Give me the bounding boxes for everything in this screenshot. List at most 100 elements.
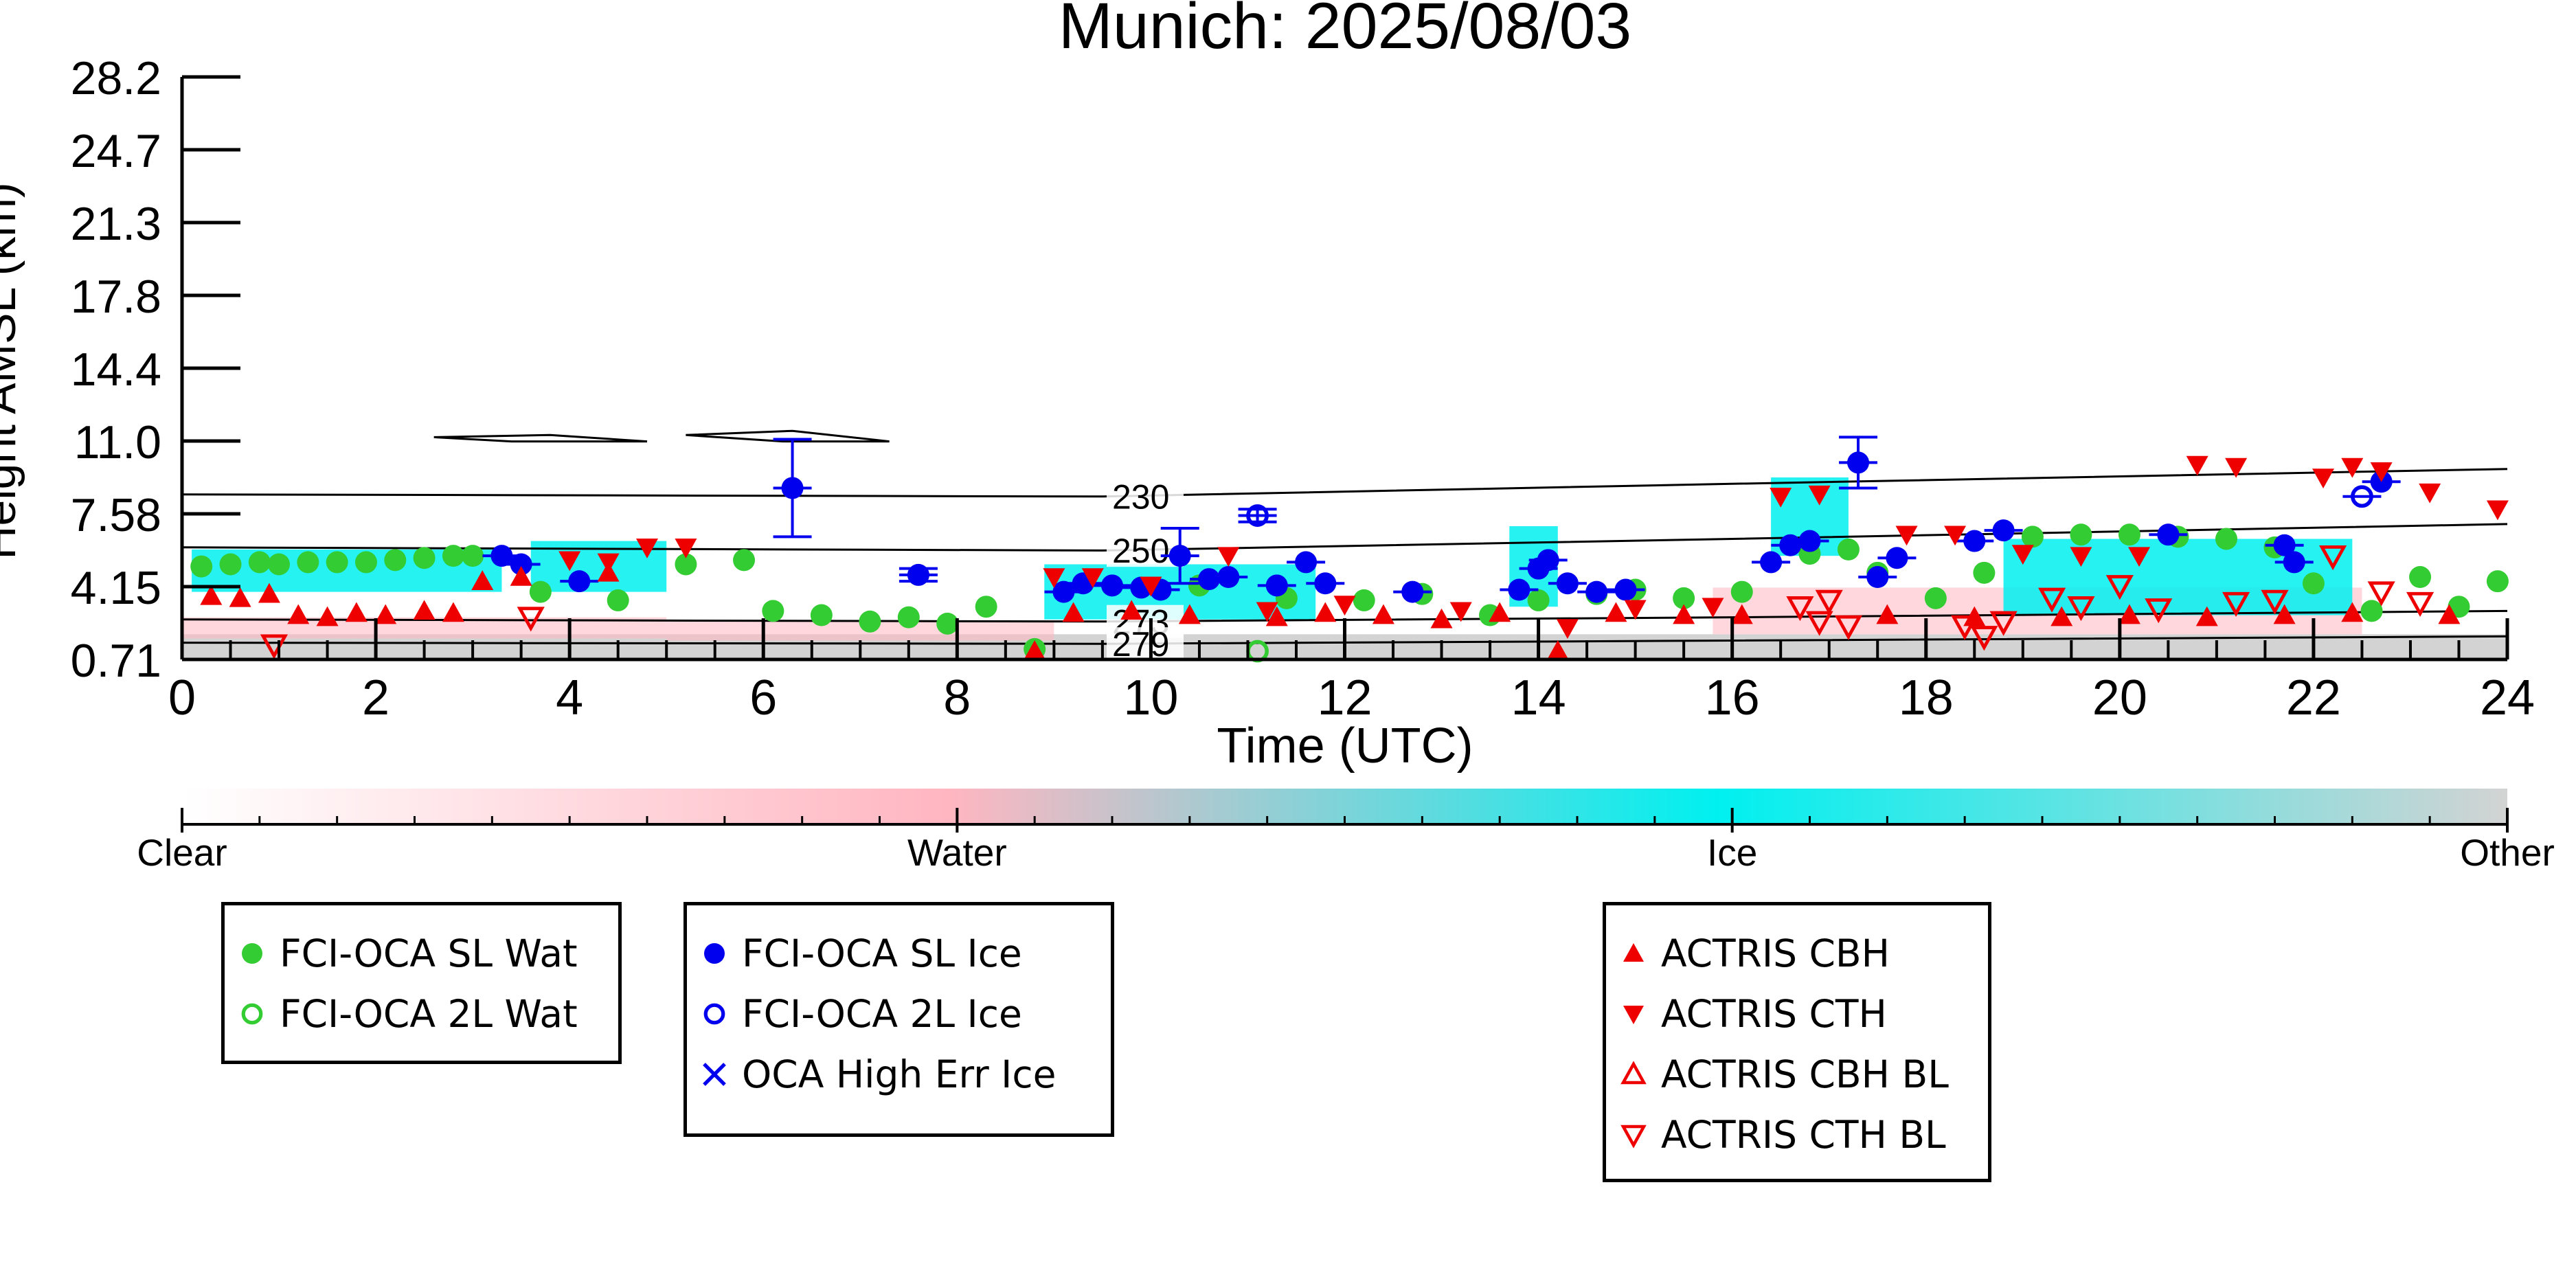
cirrus-contours	[433, 429, 890, 443]
series-actris-cth-bl	[260, 545, 2434, 659]
data-point	[1372, 604, 1394, 624]
data-point	[1973, 561, 1996, 584]
data-point	[1886, 547, 1908, 569]
legend-marker	[704, 943, 725, 964]
y-tick-label: 4.15	[71, 562, 161, 614]
legend-marker-icon	[704, 943, 725, 964]
data-point	[2118, 523, 2140, 546]
data-point	[859, 610, 881, 633]
data-point	[1314, 572, 1337, 595]
data-point	[1198, 568, 1221, 591]
data-point	[1246, 504, 1269, 527]
data-point	[1140, 576, 1162, 597]
data-point	[1556, 619, 1579, 640]
legend-entry: OCA High Err Ice	[687, 1047, 1056, 1102]
data-point	[1333, 596, 1356, 616]
data-point	[1730, 604, 1753, 624]
data-point	[2145, 598, 2173, 624]
legend-entry: ACTRIS CTH BL	[1606, 1107, 1946, 1162]
isotherm-line	[182, 609, 2507, 623]
data-point	[2157, 523, 2180, 546]
data-point	[2011, 545, 2034, 565]
x-tick-label: 18	[1899, 670, 1954, 725]
data-point	[1217, 547, 1240, 567]
y-axis-label: Height AMSL (km)	[0, 182, 25, 559]
data-point	[1944, 526, 1967, 546]
data-point	[258, 583, 280, 603]
legend-marker-icon	[1623, 943, 1644, 962]
data-point	[316, 606, 339, 626]
data-point	[1314, 602, 1337, 622]
legend-marker	[703, 1063, 726, 1086]
data-point	[975, 596, 997, 618]
data-point	[326, 551, 348, 574]
data-point	[442, 602, 464, 622]
data-point	[1808, 485, 1831, 506]
data-point	[1770, 487, 1792, 508]
y-tick-label: 7.58	[71, 489, 161, 541]
data-point	[1992, 519, 2015, 542]
legend-label: FCI-OCA SL Wat	[280, 931, 578, 975]
observations	[190, 436, 2509, 663]
data-point	[2312, 468, 2335, 489]
data-point	[936, 612, 959, 635]
data-point	[1989, 611, 2018, 636]
data-point	[1605, 602, 1627, 622]
data-point	[529, 580, 552, 603]
data-point	[675, 539, 697, 558]
data-point	[219, 553, 242, 576]
data-point	[354, 551, 377, 574]
legend-marker	[1620, 1125, 1647, 1149]
phase-colorbar: Clear Water Ice Other	[137, 789, 2555, 874]
data-point	[607, 589, 629, 611]
data-point	[2486, 570, 2509, 593]
data-point	[1963, 530, 1986, 552]
data-point	[1970, 626, 1998, 651]
x-tick-label: 0	[168, 670, 196, 725]
data-point	[1256, 602, 1278, 622]
data-point	[1673, 587, 1695, 609]
colorbar-label: Clear	[137, 831, 227, 874]
data-point	[2360, 600, 2383, 622]
data-point	[442, 545, 464, 567]
legend-label: OCA High Err Ice	[742, 1052, 1057, 1096]
legend-marker	[1620, 1061, 1647, 1085]
data-point	[1052, 580, 1075, 603]
data-point	[1951, 615, 1979, 640]
data-point	[2195, 606, 2218, 626]
isotherm-label-bg	[1107, 627, 1184, 659]
data-point	[1779, 534, 1802, 556]
data-point	[2186, 455, 2208, 476]
legend-label: ACTRIS CTH	[1661, 992, 1887, 1036]
legend-actris: ACTRIS CBH ACTRIS CTH ACTRIS CBH BL ACTRIS …	[1603, 902, 1991, 1182]
data-point	[1702, 598, 1724, 618]
data-point	[2222, 591, 2250, 617]
x-axis: 0 2 4 6 8 10 12 14 16 18 20 22 24	[168, 618, 2535, 725]
legend-entry: FCI-OCA 2L Wat	[225, 986, 578, 1041]
data-point	[1805, 611, 1833, 636]
legend-marker	[1623, 1006, 1644, 1024]
data-point	[2319, 545, 2347, 571]
data-point	[248, 551, 271, 574]
data-point	[2225, 457, 2248, 478]
legend-water: FCI-OCA SL Wat FCI-OCA 2L Wat	[221, 902, 622, 1064]
data-point	[2273, 604, 2296, 624]
isotherm-label-bg	[1107, 479, 1184, 513]
data-point	[1430, 608, 1453, 629]
data-point	[2341, 457, 2364, 478]
y-tick-label: 0.71	[71, 635, 161, 687]
data-point	[2050, 606, 2073, 626]
data-point	[1815, 589, 1843, 615]
data-point	[897, 606, 920, 629]
data-point	[1081, 568, 1104, 589]
legend-ice: FCI-OCA SL Ice FCI-OCA 2L Ice OCA High Err…	[683, 902, 1114, 1137]
data-point	[1265, 574, 1288, 597]
series-actris-cth	[558, 455, 2509, 640]
data-point	[1043, 568, 1065, 589]
data-point	[510, 566, 532, 586]
data-point	[2215, 528, 2237, 550]
x-tick-label: 20	[2092, 670, 2147, 725]
data-point	[200, 585, 223, 605]
data-point	[907, 563, 929, 586]
x-axis-label: Time (UTC)	[1217, 719, 1473, 773]
